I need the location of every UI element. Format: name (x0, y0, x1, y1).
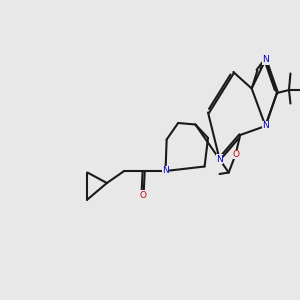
Text: N: N (162, 167, 169, 176)
Text: N: N (262, 122, 269, 130)
Text: N: N (262, 56, 269, 64)
Text: N: N (216, 154, 223, 164)
Text: O: O (232, 150, 239, 159)
Text: O: O (139, 190, 146, 200)
